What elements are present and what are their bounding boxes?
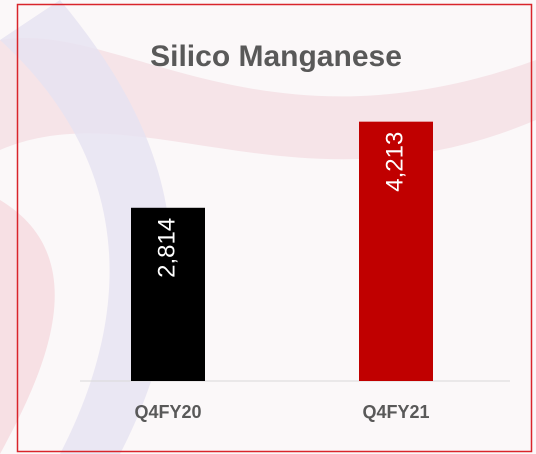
decor-swoosh	[0, 200, 55, 454]
frame	[16, 3, 533, 453]
bar	[359, 121, 433, 381]
x-tick-label: Q4FY20	[134, 402, 201, 422]
value-label: 4,213	[381, 132, 408, 192]
x-tick-label: Q4FY21	[362, 402, 429, 422]
bar	[131, 207, 205, 381]
value-label: 2,814	[153, 218, 180, 278]
decor-swoosh	[0, 0, 172, 454]
chart-title: Silico Manganese	[150, 40, 402, 73]
